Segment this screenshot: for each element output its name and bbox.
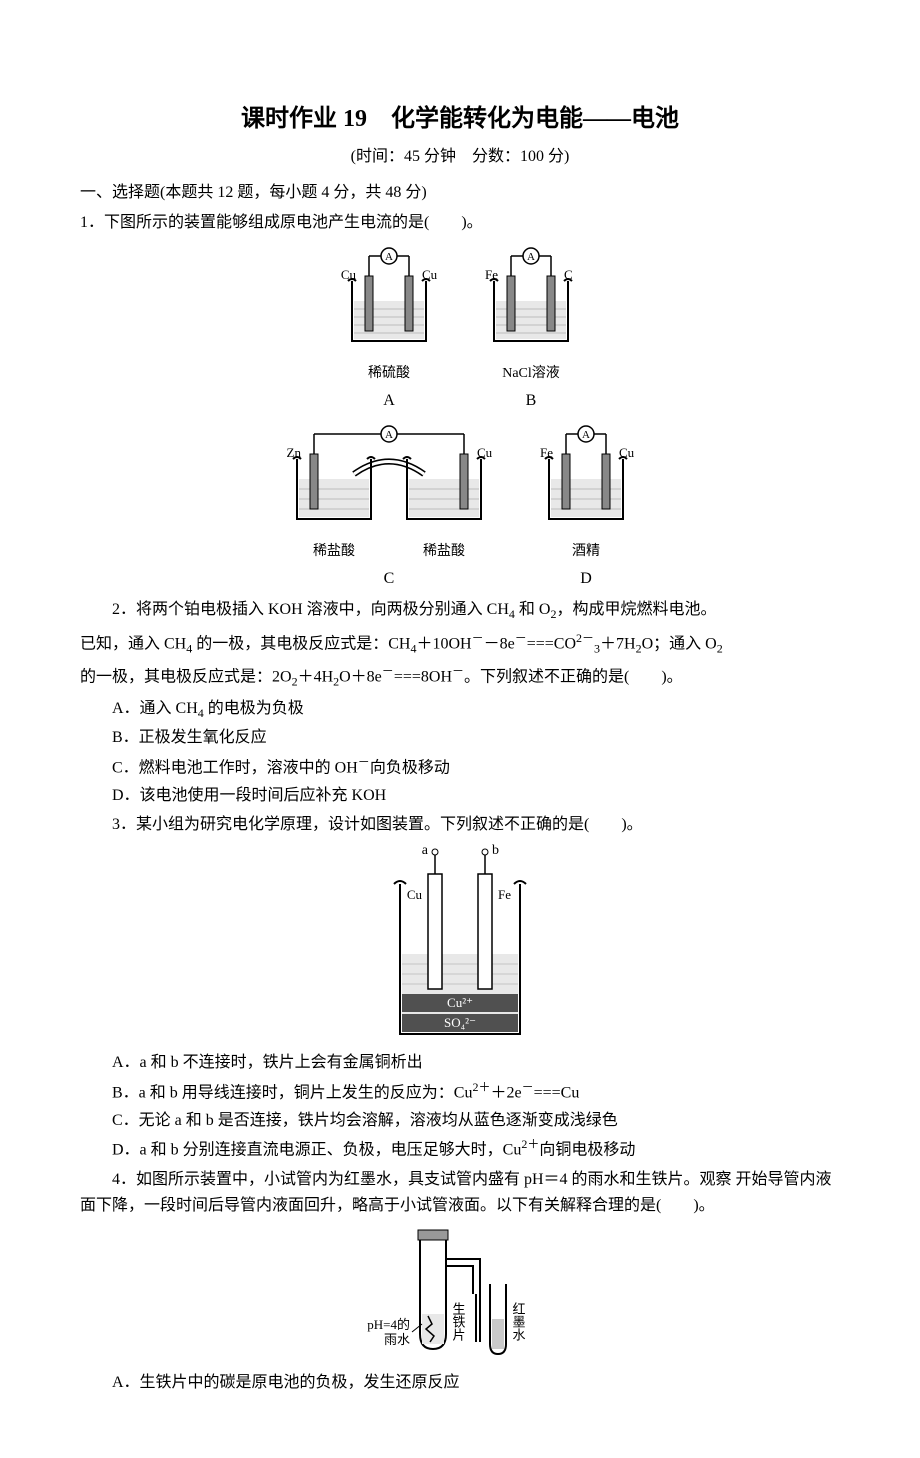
text: ===8OH [394,669,452,686]
solution-label: NaCl溶液 [476,363,586,385]
electrode-label: Fe [485,267,498,282]
text: A．通入 CH [112,700,198,717]
q3-optC: C．无论 a 和 b 是否连接，铁片均会溶解，溶液均从蓝色逐渐变成浅绿色 [112,1108,840,1134]
q1-diagram-row1: A Cu Cu 稀硫酸 A A [80,241,840,413]
electrode-label: Cu [619,445,635,460]
text: 的一极，其电极反应式是：2O [80,669,292,686]
electrode-label: Cu [477,445,493,460]
text: ＋10OH [416,635,471,652]
electrode-label: Cu [341,267,357,282]
q2-optA: A．通入 CH4 的电极为负极 [112,696,840,723]
ammeter-label: A [385,429,393,441]
ion-label: Cu²⁺ [447,995,473,1010]
solution-label: 稀硫酸 [334,363,444,385]
ammeter-label: A [385,251,393,263]
text: 的一极，其电极反应式是：CH [192,635,410,652]
q1-device-C: A Zn Cu 稀盐酸 稀盐酸 [279,419,499,591]
text: －8e [484,635,515,652]
text: B．a 和 b 用导线连接时，铜片上发生的反应为：Cu [112,1084,472,1101]
ammeter-label: A [527,251,535,263]
q4-stem: 4．如图所示装置中，小试管内为红墨水，具支试管内盛有 pH＝4 的雨水和生铁片。… [80,1167,840,1218]
text: ===CO [527,635,576,652]
text: ＋7H [600,635,636,652]
q2-stem: 2．将两个铂电极插入 KOH 溶液中，向两极分别通入 CH4 和 O2，构成甲烷… [80,597,840,624]
text: 的电极为负极 [204,700,304,717]
q2-line2: 已知，通入 CH4 的一极，其电极反应式是：CH4＋10OH－－8e－===CO… [80,629,840,659]
q2-optD: D．该电池使用一段时间后应补充 KOH [112,783,840,809]
text: 向铜电极移动 [539,1141,635,1158]
page-subtitle: (时间：45 分钟 分数：100 分) [80,144,840,170]
q2-line3: 的一极，其电极反应式是：2O2＋4H2O＋8e－===8OH－。下列叙述不正确的… [80,662,840,692]
electrode-label: Cu [407,887,423,902]
text: 2．将两个铂电极插入 KOH 溶液中，向两极分别通入 CH [112,601,509,618]
ink-label: 红墨水 [511,1302,526,1342]
q3-optB: B．a 和 b 用导线连接时，铜片上发生的反应为：Cu2＋＋2e－===Cu [112,1078,840,1106]
text: ＋4H [298,669,334,686]
q1-stem: 1．下图所示的装置能够组成原电池产生电流的是( )。 [80,210,840,236]
electrode-label: C [564,267,573,282]
q2-optC: C．燃料电池工作时，溶液中的 OH－向负极移动 [112,753,840,781]
electrode-label: Cu [422,267,438,282]
ion-label: SO₄²⁻ [444,1015,476,1030]
solution-label: 稀盐酸 [313,541,355,563]
electrode-label: Fe [498,887,511,902]
q1-device-B: A Fe C NaCl溶液 B [476,241,586,413]
section-1-heading: 一、选择题(本题共 12 题，每小题 4 分，共 48 分) [80,180,840,206]
electrode-label: Zn [287,445,302,460]
terminal-a: a [422,844,429,858]
text: 和 O [515,601,551,618]
electrode-label: Fe [540,445,553,460]
q1-device-D: A Fe Cu 酒精 D [531,419,641,591]
ammeter-label: A [582,429,590,441]
solution-label: 酒精 [531,541,641,563]
q2-optB: B．正极发生氧化反应 [112,725,840,751]
q1-diagram-row2: A Zn Cu 稀盐酸 稀盐酸 [80,419,840,591]
device-label: A [334,388,444,414]
page-title: 课时作业 19 化学能转化为电能——电池 [80,100,840,138]
text: ===Cu [534,1084,580,1101]
text: C．燃料电池工作时，溶液中的 OH [112,759,358,776]
q4-optA: A．生铁片中的碳是原电池的负极，发生还原反应 [112,1370,840,1396]
q3-optD: D．a 和 b 分别连接直流电源正、负极，电压足够大时，Cu2＋向铜电极移动 [112,1135,840,1163]
q1-device-A: A Cu Cu 稀硫酸 A [334,241,444,413]
text: O；通入 O [642,635,717,652]
q3-optA: A．a 和 b 不连接时，铁片上会有金属铜析出 [112,1050,840,1076]
text: 。下列叙述不正确的是( )。 [464,669,683,686]
device-label: D [531,566,641,592]
q3-stem: 3．某小组为研究电化学原理，设计如图装置。下列叙述不正确的是( )。 [80,812,840,838]
text: ，构成甲烷燃料电池。 [556,601,716,618]
device-label: B [476,388,586,414]
q4-diagram: pH=4的 雨水 生铁片 红墨水 [80,1224,840,1364]
device-label: C [279,566,499,592]
text: 向负极移动 [370,759,450,776]
q3-diagram: a b Cu²⁺ SO₄²⁻ Cu Fe [80,844,840,1044]
terminal-b: b [492,844,499,858]
rain-label: pH=4的 [367,1317,410,1332]
iron-label: 生铁片 [451,1302,466,1341]
text: 已知，通入 CH [80,635,186,652]
rain-label2: 雨水 [384,1332,410,1347]
solution-label: 稀盐酸 [423,541,465,563]
text: ＋2e [490,1084,521,1101]
text: D．a 和 b 分别连接直流电源正、负极，电压足够大时，Cu [112,1141,521,1158]
text: O＋8e [339,669,382,686]
